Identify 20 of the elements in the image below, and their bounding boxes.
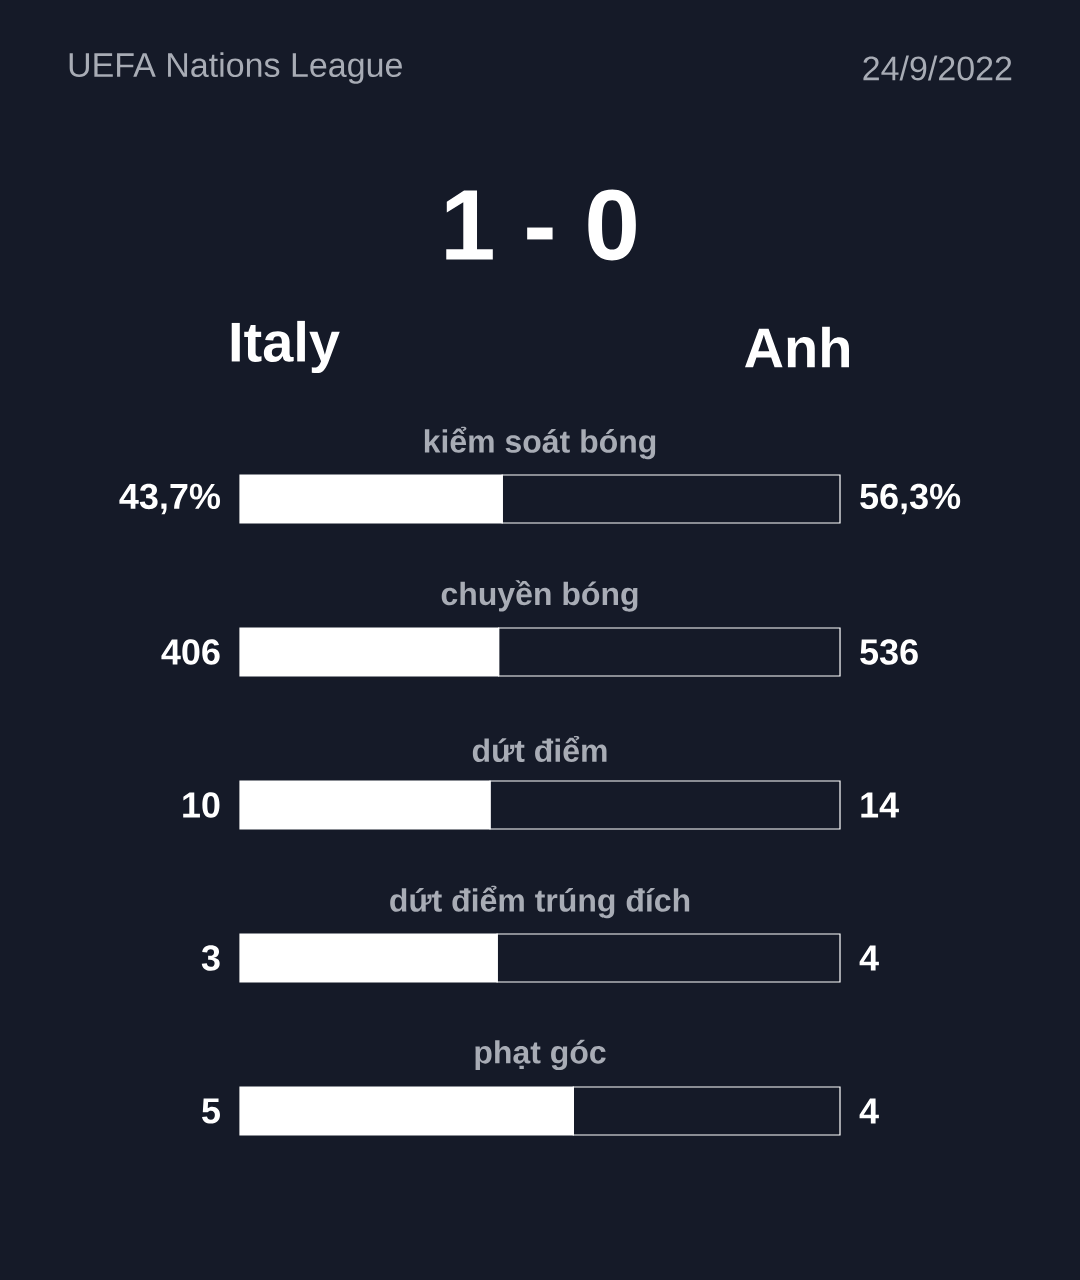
data-label: 536 (860, 639, 918, 665)
text: UEFA Nations League (69, 52, 402, 84)
chart-title: phạt góc (475, 1039, 606, 1071)
chart-title: dứt điểm trúng đích (390, 885, 690, 919)
data-label: 10 (183, 792, 220, 818)
text: 24/9/2022 (863, 55, 1012, 81)
chart-title: chuyền bóng (441, 580, 638, 612)
data-label: 5 (202, 1098, 220, 1124)
chart-title: kiểm soát bóng (424, 426, 656, 460)
series-label: Italy (231, 320, 340, 374)
data-label: 43,7% (119, 483, 220, 515)
data-label: 14 (861, 792, 899, 818)
chart-title: dứt điểm (472, 735, 607, 763)
data-label: 4 (859, 945, 879, 971)
data-label: 406 (161, 639, 220, 665)
data-label: 56,3% (860, 483, 961, 515)
series-label: Anh (744, 326, 849, 368)
data-label: 4 (859, 1098, 879, 1124)
data-label: 3 (201, 945, 220, 971)
text: 1 - 0 (446, 189, 636, 261)
